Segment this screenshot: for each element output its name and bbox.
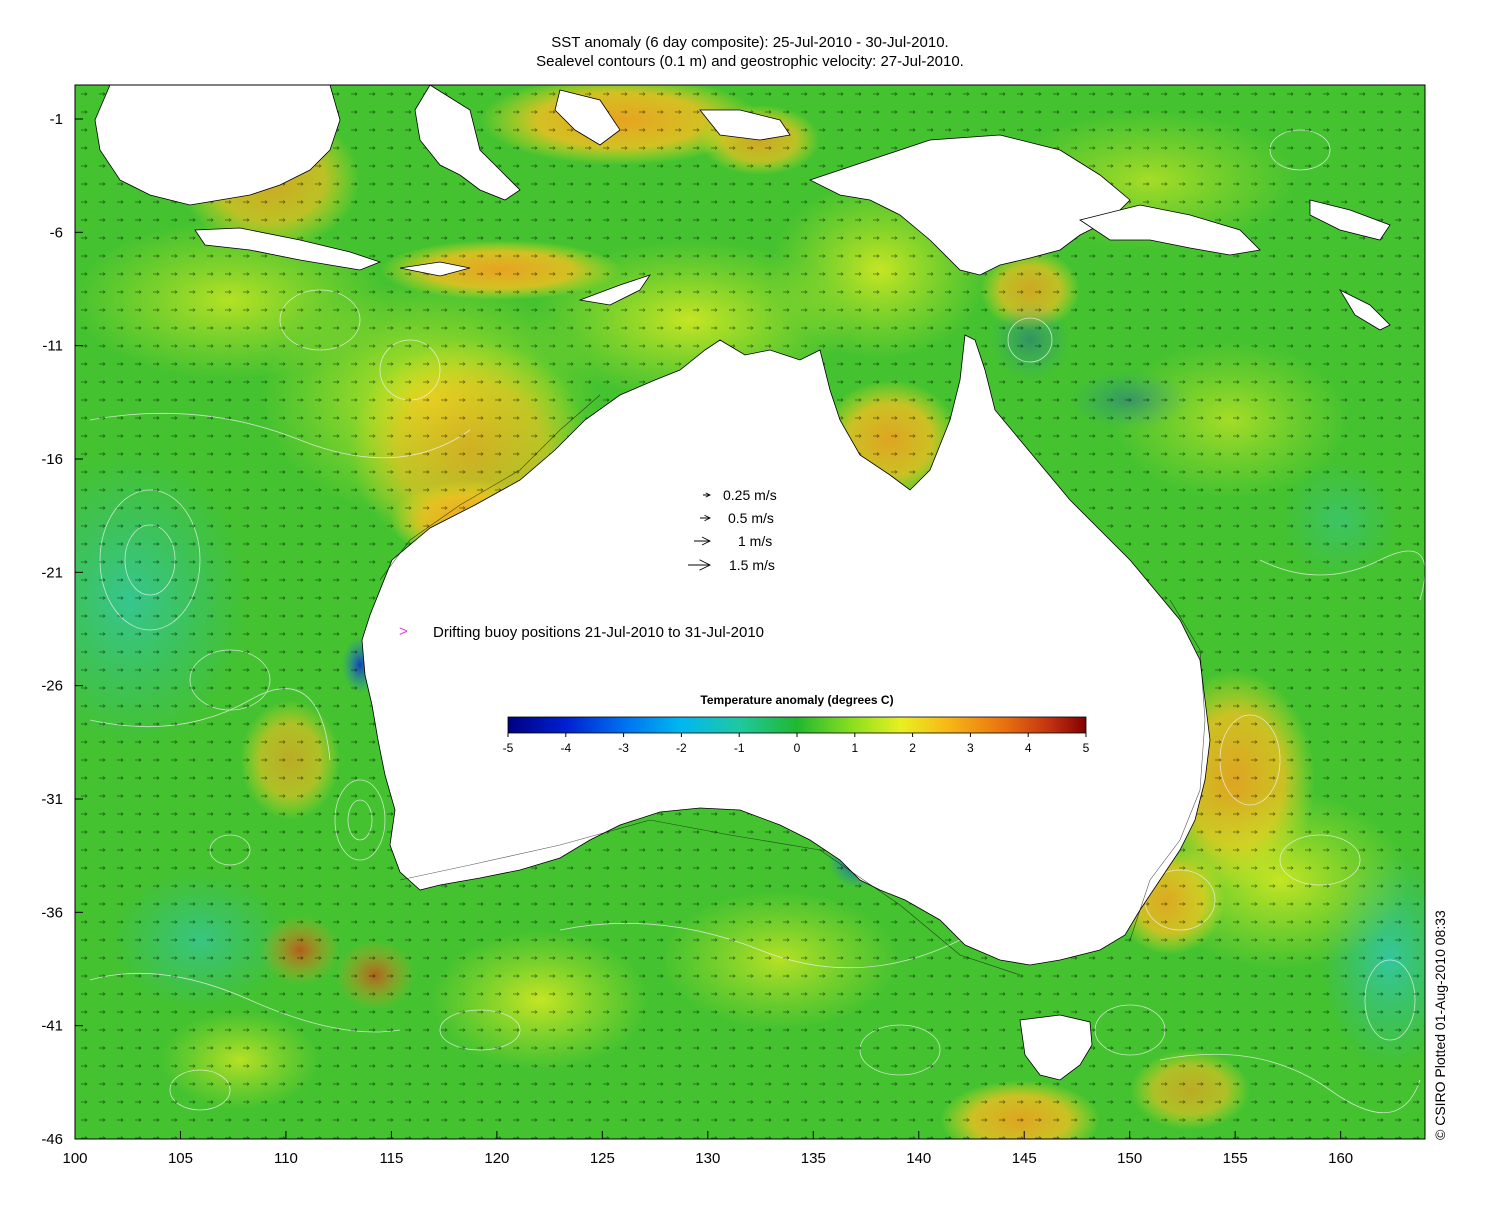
shelf-contour <box>379 394 1206 976</box>
x-tick-label: 150 <box>1117 1150 1142 1167</box>
x-tick-label: 105 <box>168 1150 193 1167</box>
y-tick-label: -31 <box>41 791 63 808</box>
x-tick-label: 145 <box>1012 1150 1037 1167</box>
velocity-legend-arrow <box>700 514 712 522</box>
moluccas-island <box>554 89 621 146</box>
x-tick-label: 115 <box>379 1150 403 1167</box>
title-line-2: Sealevel contours (0.1 m) and geostrophi… <box>536 53 964 70</box>
colorbar-tick-label: -3 <box>618 741 629 755</box>
x-axis: 100 105 110 115 120 125 130 135 140 145 150 155 160 <box>62 1131 1353 1167</box>
y-tick-label: -11 <box>42 338 63 355</box>
colorbar-title: Temperature anomaly (degrees C) <box>700 693 894 707</box>
colorbar-ticks: -5 -4 -3 -2 -1 0 1 2 3 4 5 <box>503 733 1090 755</box>
velocity-legend-arrow <box>694 536 712 546</box>
velocity-legend-label: 0.5 m/s <box>728 510 774 526</box>
x-tick-label: 140 <box>906 1150 931 1167</box>
y-tick-label: -41 <box>41 1018 63 1035</box>
lesser-sunda-islands <box>578 274 651 306</box>
y-tick-label: -21 <box>41 564 63 581</box>
java-island <box>194 227 382 271</box>
x-tick-label: 155 <box>1223 1150 1248 1167</box>
solomon-islands <box>1309 199 1391 241</box>
x-tick-label: 120 <box>484 1150 509 1167</box>
land-masses <box>94 85 1391 1081</box>
y-tick-label: -46 <box>41 1131 63 1148</box>
x-tick-label: 100 <box>62 1150 87 1167</box>
x-tick-label: 110 <box>274 1150 298 1167</box>
tasmania <box>1019 1014 1093 1081</box>
map-plot-area <box>75 85 1425 1139</box>
png-east <box>1079 204 1261 256</box>
velocity-legend-label: 1.5 m/s <box>729 557 775 573</box>
colorbar-tick-label: 1 <box>851 741 858 755</box>
x-tick-label: 135 <box>801 1150 826 1167</box>
x-tick-label: 130 <box>695 1150 720 1167</box>
buoy-legend-label: Drifting buoy positions 21-Jul-2010 to 3… <box>433 624 765 641</box>
y-tick-label: -36 <box>41 904 63 921</box>
y-tick-label: -16 <box>41 451 63 468</box>
x-tick-label: 160 <box>1328 1150 1353 1167</box>
plot-frame <box>74 84 1426 1140</box>
colorbar-tick-label: 2 <box>909 741 916 755</box>
colorbar <box>507 716 1087 734</box>
new-caledonia <box>1338 289 1391 331</box>
colorbar-tick-label: 4 <box>1025 741 1032 755</box>
colorbar-tick-label: -2 <box>676 741 687 755</box>
title-line-1: SST anomaly (6 day composite): 25-Jul-20… <box>551 34 949 51</box>
sulawesi-island <box>414 85 521 201</box>
new-guinea <box>808 134 1131 276</box>
colorbar-tick-label: -5 <box>503 741 514 755</box>
y-tick-label: -1 <box>50 111 63 128</box>
x-tick-label: 125 <box>590 1150 615 1167</box>
borneo-island <box>94 85 341 206</box>
buoy-legend-symbol: > <box>399 623 408 640</box>
y-tick-label: -26 <box>41 678 63 695</box>
velocity-legend-label: 1 m/s <box>738 533 773 549</box>
australia-mainland <box>361 334 1211 966</box>
colorbar-tick-label: 5 <box>1083 741 1090 755</box>
halmahera-island <box>699 109 791 141</box>
velocity-legend-arrows <box>688 492 712 571</box>
colorbar-tick-label: -1 <box>734 741 745 755</box>
velocity-legend-arrow <box>703 492 712 498</box>
colorbar-tick-label: -4 <box>560 741 571 755</box>
velocity-legend-arrow <box>688 559 712 571</box>
y-axis: -1 -6 -11 -16 -21 -26 -31 -36 -41 -46 <box>41 111 83 1148</box>
colorbar-tick-label: 3 <box>967 741 974 755</box>
sumbawa-island <box>399 261 471 277</box>
y-tick-label: -6 <box>50 224 63 241</box>
colorbar-tick-label: 0 <box>794 741 801 755</box>
credit-text: © CSIRO Plotted 01-Aug-2010 08:33 <box>1432 910 1448 1140</box>
velocity-legend-label: 0.25 m/s <box>723 487 777 503</box>
